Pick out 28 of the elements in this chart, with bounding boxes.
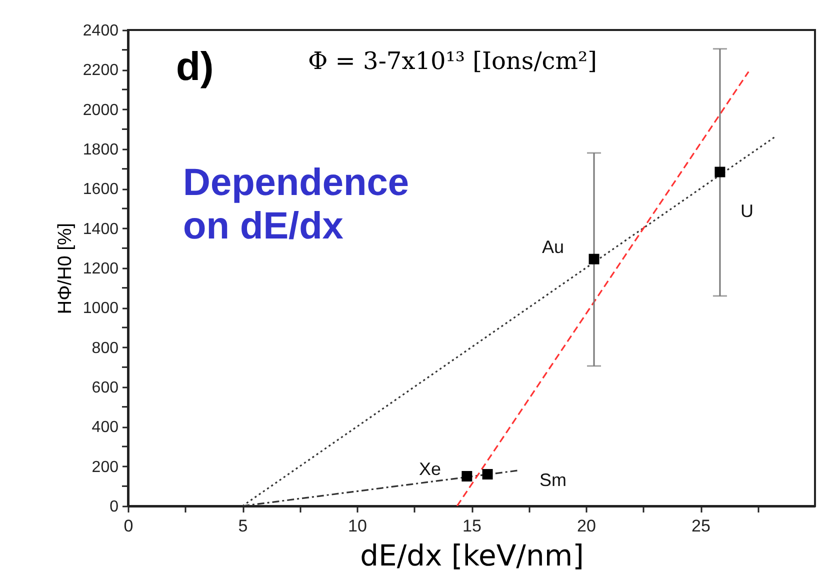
annotation: Au xyxy=(542,237,564,257)
y-tick-label: 0 xyxy=(110,498,119,516)
x-tick-label: 10 xyxy=(348,516,367,536)
y-tick-label: 600 xyxy=(92,380,119,396)
annotation: U xyxy=(740,201,754,221)
annotation: d) xyxy=(176,45,214,89)
x-tick-label: 0 xyxy=(124,516,134,536)
y-tick-label: 800 xyxy=(92,340,119,357)
annotation: Dependence on dE/dx xyxy=(183,162,409,248)
x-tick-label: 20 xyxy=(577,516,596,536)
x-tick-label: 5 xyxy=(238,516,248,536)
y-tick-label: 1800 xyxy=(82,142,119,158)
y-tick-label: 2000 xyxy=(82,102,119,119)
y-tick-label: 200 xyxy=(92,458,119,476)
y-tick-label: 1400 xyxy=(82,220,119,238)
annotation: Sm xyxy=(540,470,566,490)
annotation: Φ = 3-7x10¹³ [Ions/cm²] xyxy=(308,47,597,75)
y-tick-label: 1200 xyxy=(82,260,119,278)
y-tick-label: 1000 xyxy=(82,300,119,318)
x-tick-label: 15 xyxy=(462,516,482,536)
y-tick-label: 2200 xyxy=(82,62,119,80)
y-tick-label: 2400 xyxy=(82,22,119,40)
annotation: Xe xyxy=(418,459,442,479)
y-tick-label: 1600 xyxy=(82,181,119,198)
y-axis-title: HΦ/H0 [%] xyxy=(54,222,76,314)
x-axis-title: dE/dx [keV/nm] xyxy=(360,538,584,572)
x-tick-label: 25 xyxy=(692,516,710,536)
y-tick-label: 400 xyxy=(92,419,119,436)
